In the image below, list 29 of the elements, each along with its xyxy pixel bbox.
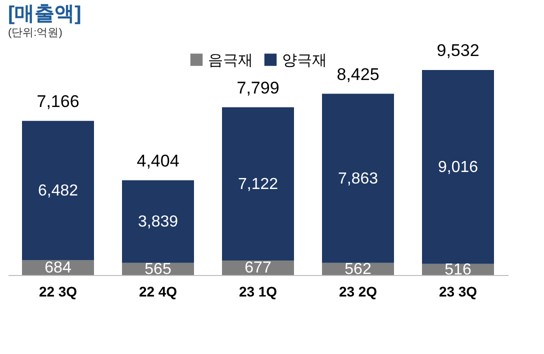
data-label: 677 [244,260,272,277]
total-label: 9,532 [436,41,480,60]
bar [422,70,494,264]
data-label: 3,839 [138,214,178,231]
data-label: 565 [144,260,172,278]
chart-subtitle: (단위:억원) [8,27,62,39]
data-label: 684 [44,260,72,277]
x-tick-label: 22 3Q [38,284,78,300]
x-tick-label: 23 2Q [338,284,378,300]
x-tick-label: 22 4Q [138,284,178,300]
bar [222,107,294,260]
bar [122,180,194,263]
data-label: 6,482 [38,182,78,200]
data-label: 9,016 [438,158,478,176]
legend-label: 양극재 [282,52,327,69]
x-tick-label: 23 1Q [238,284,278,300]
chart-title: [매출액] [8,3,82,25]
total-label: 7,799 [236,78,280,98]
data-label: 7,863 [338,170,378,188]
data-label: 562 [344,260,372,278]
bar [322,94,394,263]
total-label: 8,425 [336,64,380,84]
legend-label: 음극재 [208,52,253,69]
x-tick-label: 23 3Q [438,284,478,300]
total-label: 4,404 [136,151,180,170]
bar [22,120,94,260]
data-label: 516 [444,261,472,278]
total-label: 7,166 [36,92,80,111]
data-label: 7,122 [238,176,278,193]
